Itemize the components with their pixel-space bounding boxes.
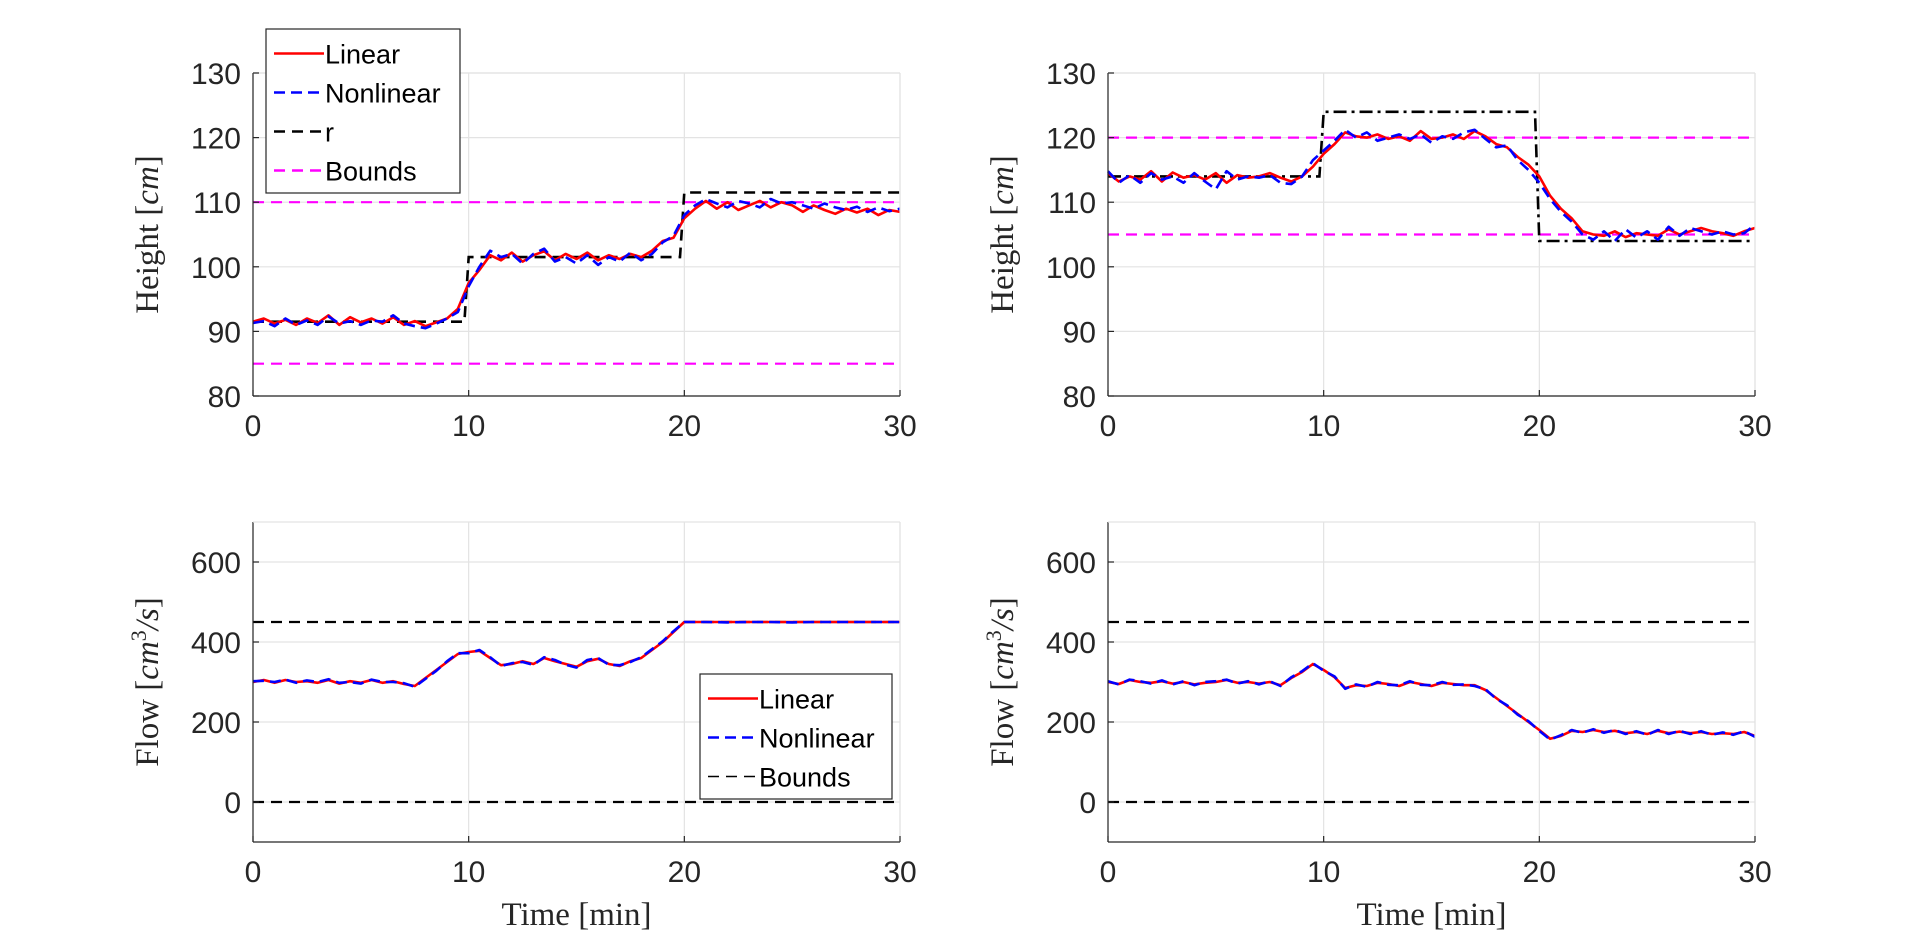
legend-label-reference: r xyxy=(325,118,334,148)
x-tick-label: 20 xyxy=(1523,410,1556,443)
y-tick-label: 130 xyxy=(1046,58,1096,91)
x-tick-label: 10 xyxy=(452,410,485,443)
y-axis-label-main: Height xyxy=(985,224,1021,314)
y-tick-label: 120 xyxy=(1046,123,1096,156)
y-tick-label: 200 xyxy=(1046,707,1096,740)
legend: Linear Nonlinear r Bounds xyxy=(265,28,461,194)
y-tick-label: 80 xyxy=(1063,381,1096,414)
legend: Linear Nonlinear Bounds xyxy=(699,673,893,800)
y-tick-label: 600 xyxy=(191,547,241,580)
x-tick-label: 10 xyxy=(1307,856,1340,889)
y-axis-label-bracket: [ xyxy=(985,205,1021,224)
y-tick-label: 600 xyxy=(1046,547,1096,580)
y-axis-label-bracket-close: ] xyxy=(130,597,166,608)
x-tick-label: 20 xyxy=(668,856,701,889)
legend-label-linear: Linear xyxy=(325,40,400,70)
y-tick-label: 90 xyxy=(208,316,241,349)
x-tick-label: 30 xyxy=(883,410,916,443)
y-axis-label-main: Flow xyxy=(985,699,1021,767)
x-tick-label: 0 xyxy=(245,410,262,443)
legend-label-bounds: Bounds xyxy=(325,157,417,187)
y-tick-label: 400 xyxy=(1046,627,1096,660)
x-tick-label: 0 xyxy=(1100,410,1117,443)
y-axis-label: Flow [cm3/s] xyxy=(126,597,166,767)
y-tick-label: 110 xyxy=(1048,187,1096,220)
y-axis-label-bracket-close: ] xyxy=(130,155,166,166)
y-axis-label-main: Flow xyxy=(130,699,166,767)
x-tick-label: 0 xyxy=(245,856,262,889)
legend-box xyxy=(265,28,461,194)
y-axis-label-bracket: [ xyxy=(130,205,166,224)
x-tick-label: 0 xyxy=(1100,856,1117,889)
reference-line xyxy=(1108,110,1755,243)
y-tick-label: 200 xyxy=(191,707,241,740)
y-axis-label-main: Height xyxy=(130,224,166,314)
x-tick-label: 30 xyxy=(1738,410,1771,443)
series-nonlinear xyxy=(252,620,900,689)
legend-label-nonlinear: Nonlinear xyxy=(759,724,875,754)
y-axis-label-bracket-close: ] xyxy=(985,155,1021,166)
y-tick-label: 110 xyxy=(193,187,241,220)
y-axis-label-bracket-close: ] xyxy=(985,597,1021,608)
x-axis-label: Time [min] xyxy=(1356,897,1506,933)
series-nonlinear xyxy=(252,197,901,330)
x-tick-label: 10 xyxy=(1307,410,1340,443)
y-axis-label-unit: cm xyxy=(985,166,1021,204)
series-linear xyxy=(252,199,901,328)
panel-height_right: 0 10 20 30 80 90 100 110 120 130 Height [cm] xyxy=(985,58,1772,443)
y-tick-label: 130 xyxy=(191,58,241,91)
series-nonlinear xyxy=(1107,661,1756,741)
y-tick-label: 120 xyxy=(191,123,241,156)
y-tick-label: 90 xyxy=(1063,316,1096,349)
x-axis-label: Time [min] xyxy=(501,897,651,933)
y-axis-label-unit: cm xyxy=(130,641,166,679)
y-axis-label: Flow [cm3/s] xyxy=(981,597,1021,767)
x-tick-label: 20 xyxy=(1523,856,1556,889)
x-tick-label: 30 xyxy=(883,856,916,889)
y-axis-label-tail: /s xyxy=(130,608,166,632)
y-tick-label: 80 xyxy=(208,381,241,414)
y-tick-label: 0 xyxy=(224,787,241,820)
y-axis-label-unit: cm xyxy=(130,166,166,204)
x-tick-label: 10 xyxy=(452,856,485,889)
y-axis-label: Height [cm] xyxy=(130,155,166,314)
y-axis-label-tail: /s xyxy=(985,608,1021,632)
panel-height_left: 0 10 20 30 80 90 100 110 120 130 Height [cm] Linear… xyxy=(130,28,917,443)
y-tick-label: 100 xyxy=(1046,252,1096,285)
panel-flow_right: 0 10 20 30 0 200 400 600 Flow [cm3/s] Time [min] xyxy=(981,521,1772,933)
y-axis-label-sup: 3 xyxy=(981,630,1006,641)
panel-flow_left: 0 10 20 30 0 200 400 600 Flow [cm3/s] Time [min] L… xyxy=(126,521,917,933)
y-axis-label: Height [cm] xyxy=(985,155,1021,314)
legend-label-bounds: Bounds xyxy=(759,763,851,793)
series-nonlinear xyxy=(1107,128,1756,243)
y-axis-label-bracket: [ xyxy=(130,680,166,699)
x-tick-label: 30 xyxy=(1738,856,1771,889)
y-tick-label: 400 xyxy=(191,627,241,660)
y-tick-label: 0 xyxy=(1079,787,1096,820)
x-tick-label: 20 xyxy=(668,410,701,443)
y-axis-label-bracket: [ xyxy=(985,680,1021,699)
y-axis-label-sup: 3 xyxy=(126,630,151,641)
series-linear xyxy=(1107,129,1756,239)
legend-label-nonlinear: Nonlinear xyxy=(325,79,441,109)
y-tick-label: 100 xyxy=(191,252,241,285)
legend-label-linear: Linear xyxy=(759,685,834,715)
y-axis-label-unit: cm xyxy=(985,641,1021,679)
